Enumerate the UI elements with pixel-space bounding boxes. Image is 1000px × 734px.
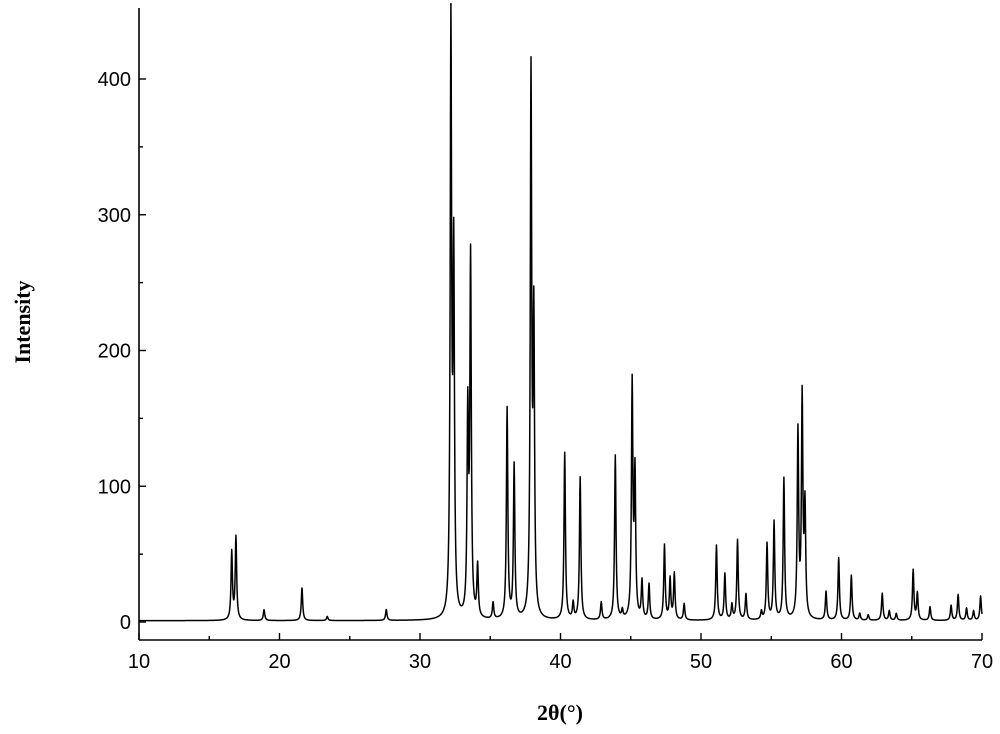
- diffraction-trace-layer: [138, 2, 983, 622]
- x-tick-label: 50: [690, 651, 712, 673]
- x-axis-ticks: 10 20 30 40 50 60 70: [128, 633, 993, 673]
- x-tick-label: 20: [268, 651, 290, 673]
- x-tick-label: 30: [409, 651, 431, 673]
- x-axis-title: 2θ(°): [537, 700, 583, 725]
- y-tick-label: 100: [98, 476, 131, 498]
- x-tick-label: 40: [549, 651, 571, 673]
- y-tick-label: 300: [98, 205, 131, 227]
- y-axis-ticks: 0 100 200 300 400: [98, 69, 146, 634]
- y-tick-label: 400: [98, 69, 131, 91]
- x-tick-label: 60: [830, 651, 852, 673]
- y-axis-title: Intensity: [10, 280, 35, 363]
- x-tick-label: 70: [971, 651, 993, 673]
- y-tick-label: 0: [120, 612, 131, 634]
- y-tick-label: 200: [98, 341, 131, 363]
- plot-frame: [138, 8, 982, 641]
- x-tick-label: 10: [128, 651, 150, 673]
- diffraction-trace: [138, 2, 983, 622]
